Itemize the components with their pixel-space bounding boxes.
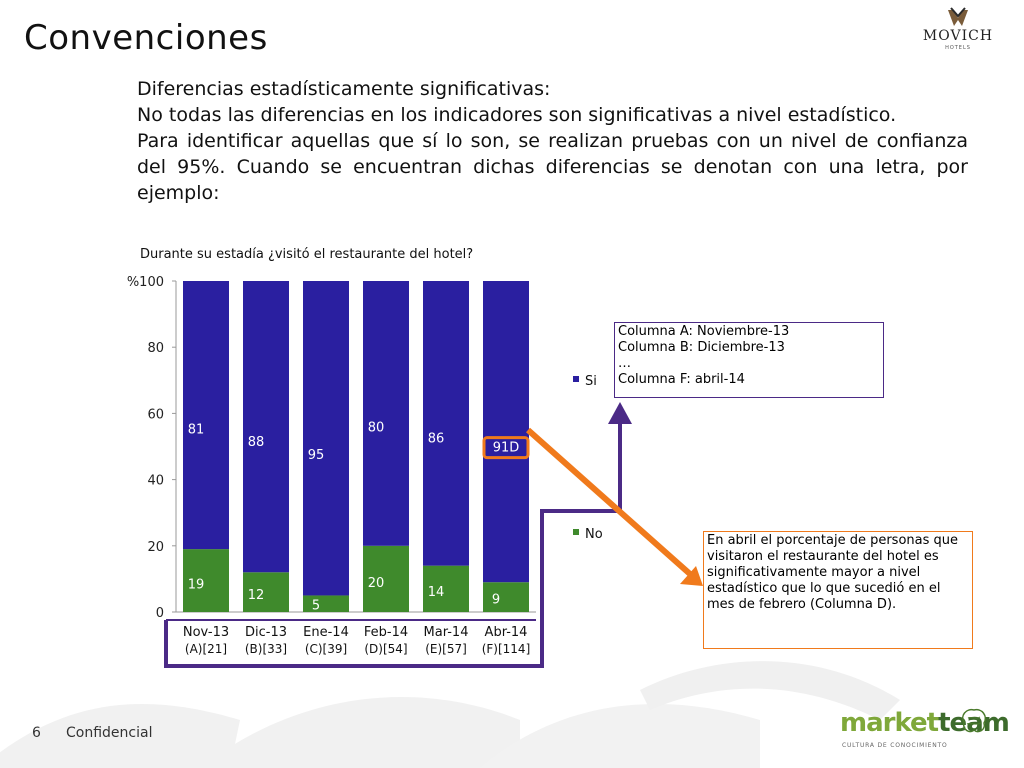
- movich-emblem-icon: [948, 7, 968, 26]
- bar-si: [303, 281, 349, 596]
- y-tick-label: %100: [127, 275, 164, 290]
- data-label-no: 9: [492, 593, 500, 608]
- data-label-si: 86: [428, 432, 445, 447]
- bar-no: [483, 582, 529, 612]
- body-text: Diferencias estadísticamente significati…: [137, 76, 968, 206]
- bar-si: [423, 281, 469, 566]
- marketteam-logo: marketteam CULTURA DE CONOCIMIENTO: [840, 708, 1010, 758]
- legend-swatch-si: [573, 376, 579, 382]
- columns-note-line: …: [618, 356, 631, 371]
- columns-note-line: Columna F: abril-14: [618, 372, 745, 387]
- bar-si: [363, 281, 409, 546]
- y-tick-label: 80: [147, 341, 164, 356]
- y-tick-label: 40: [147, 474, 164, 489]
- body-line-3: Para identificar aquellas que sí lo son,…: [137, 130, 968, 204]
- data-label-si: 88: [248, 435, 265, 450]
- bar-no: [363, 545, 409, 612]
- x-category-label: Dic-13: [245, 625, 287, 640]
- data-label-no: 12: [248, 588, 265, 603]
- data-label-no: 5: [312, 599, 320, 614]
- body-line-2: No todas las diferencias en los indicado…: [137, 104, 897, 126]
- movich-logo: MOVICH HOTELS: [918, 6, 998, 52]
- x-category-label: Abr-14: [485, 625, 528, 640]
- x-category-code: (E)[57]: [425, 642, 467, 656]
- bar-si: [483, 281, 529, 583]
- brain-icon: [962, 708, 986, 733]
- y-tick-label: 60: [147, 407, 164, 422]
- columns-legend-note: Columna A: Noviembre-13 Columna B: Dicie…: [614, 322, 884, 398]
- highlight-box: [482, 436, 530, 460]
- marketteam-wordmark: marketteam: [840, 708, 1010, 738]
- legend-label-no: No: [585, 527, 603, 542]
- x-category-code: (A)[21]: [185, 642, 227, 656]
- slide-title: Convenciones: [24, 18, 268, 58]
- data-label-si: 80: [368, 421, 385, 436]
- bar-si: [183, 281, 229, 550]
- x-category-code: (F)[114]: [482, 642, 531, 656]
- bar-no: [423, 565, 469, 612]
- data-label-si: 81: [188, 422, 205, 437]
- bar-si: [243, 281, 289, 573]
- data-label-si: 91D: [493, 441, 520, 456]
- movich-subtitle: HOTELS: [945, 45, 971, 51]
- explanation-note: En abril el porcentaje de personas que v…: [703, 531, 973, 649]
- bar-no: [243, 572, 289, 612]
- body-line-1: Diferencias estadísticamente significati…: [137, 78, 551, 100]
- highlight-arrow-line: [526, 427, 692, 577]
- chart-title: Durante su estadía ¿visitó el restaurant…: [140, 247, 474, 262]
- page-number: 6: [32, 725, 41, 741]
- data-label-no: 20: [368, 576, 385, 591]
- marketteam-word-part2: team: [938, 708, 1010, 738]
- columns-note-line: Columna B: Diciembre-13: [618, 340, 785, 355]
- connector-line: [164, 420, 622, 668]
- bar-no: [183, 549, 229, 612]
- x-category-label: Ene-14: [303, 625, 349, 640]
- data-label-no: 19: [188, 578, 205, 593]
- x-category-code: (B)[33]: [245, 642, 287, 656]
- x-category-code: (D)[54]: [364, 642, 407, 656]
- connector-arrow-icon: [608, 402, 632, 424]
- x-category-code: (C)[39]: [305, 642, 347, 656]
- marketteam-word-part1: market: [840, 708, 939, 738]
- x-category-label: Nov-13: [183, 625, 229, 640]
- movich-wordmark: MOVICH: [922, 28, 994, 44]
- y-tick-label: 0: [156, 606, 164, 621]
- x-category-label: Mar-14: [424, 625, 469, 640]
- data-label-no: 14: [428, 585, 445, 600]
- legend-swatch-no: [573, 529, 579, 535]
- x-category-label: Feb-14: [364, 625, 408, 640]
- bar-no: [303, 595, 349, 612]
- data-label-si: 95: [308, 448, 325, 463]
- footer-label: Confidencial: [66, 725, 153, 741]
- highlight-arrow-icon: [680, 566, 703, 586]
- legend-label-si: Si: [585, 374, 597, 389]
- marketteam-subtitle: CULTURA DE CONOCIMIENTO: [842, 742, 948, 749]
- y-tick-label: 20: [147, 540, 164, 555]
- columns-note-line: Columna A: Noviembre-13: [618, 324, 790, 339]
